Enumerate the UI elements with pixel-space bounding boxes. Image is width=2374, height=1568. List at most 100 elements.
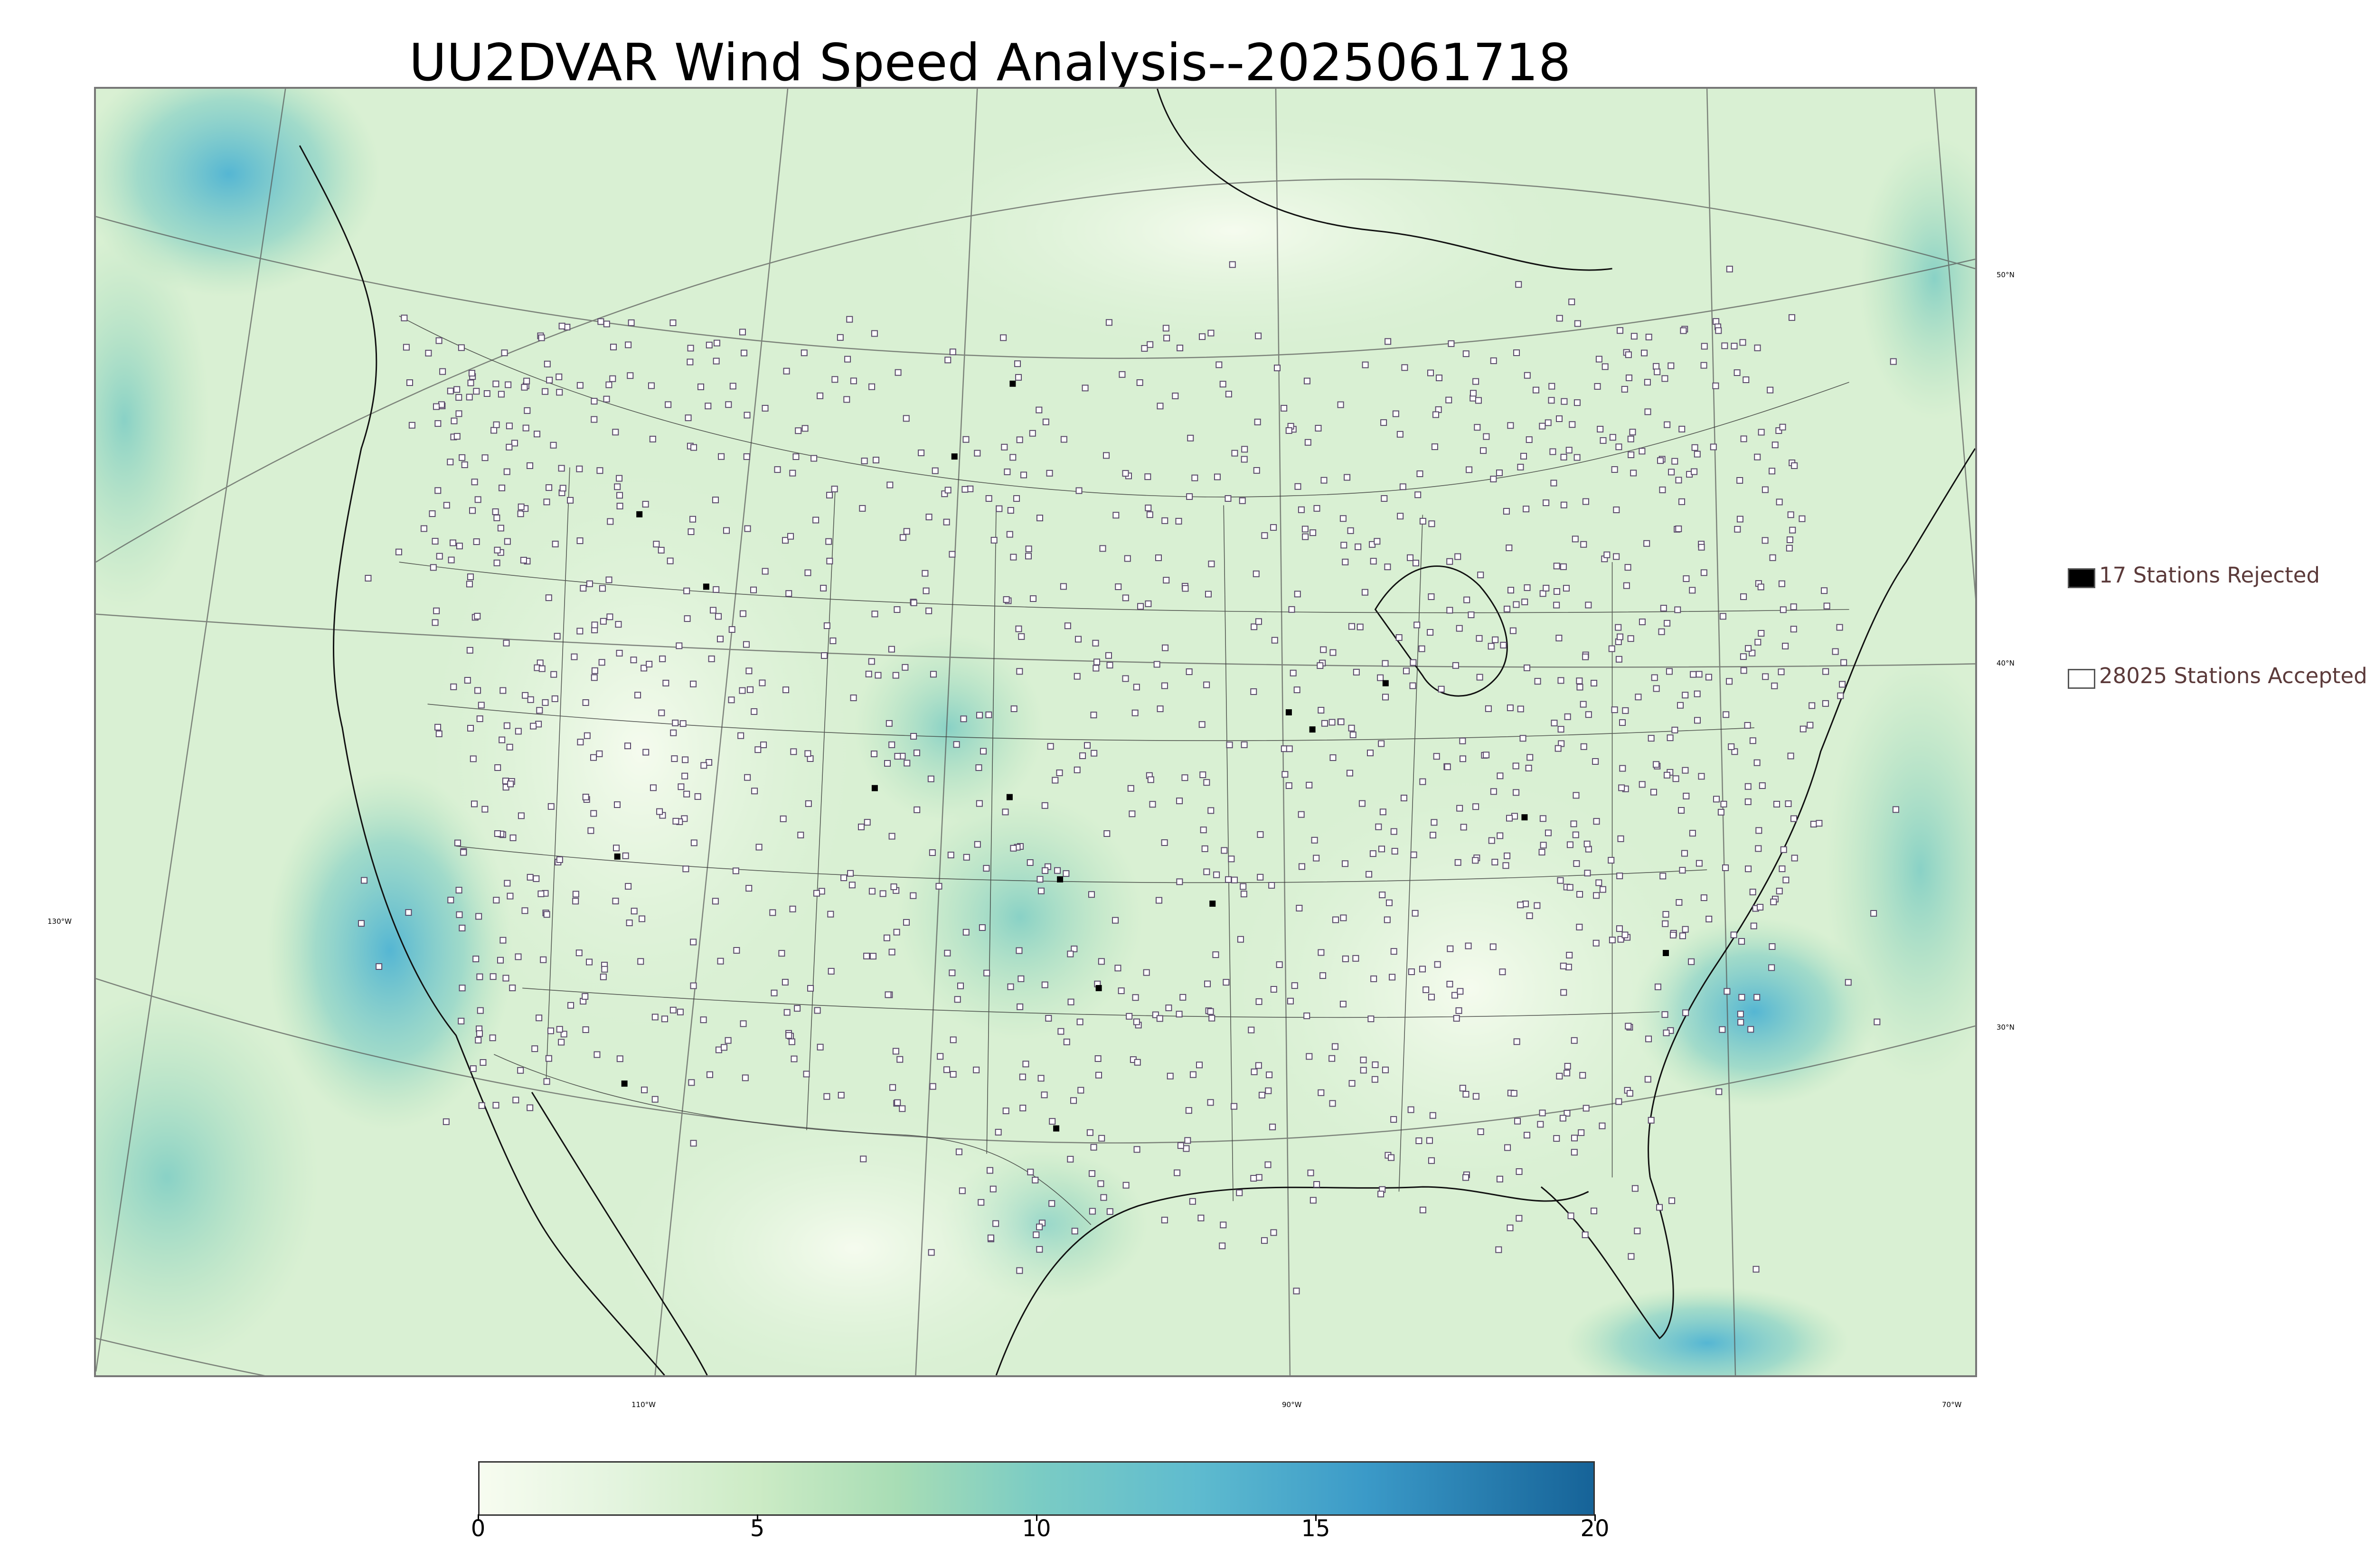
- station-marker-accepted: [973, 1066, 980, 1073]
- station-marker-accepted: [600, 973, 607, 980]
- station-marker-accepted: [1739, 339, 1746, 346]
- station-marker-accepted: [1419, 966, 1426, 973]
- station-marker-accepted: [739, 329, 746, 336]
- station-marker-accepted: [1629, 429, 1636, 436]
- station-marker-accepted: [1556, 315, 1563, 322]
- station-marker-accepted: [1370, 975, 1377, 982]
- station-marker-accepted: [522, 692, 529, 699]
- station-marker-accepted: [1419, 778, 1426, 785]
- station-marker-accepted: [721, 1044, 728, 1051]
- station-marker-accepted: [976, 800, 983, 807]
- station-marker-accepted: [949, 969, 956, 976]
- station-marker-accepted: [1240, 891, 1247, 898]
- station-marker-accepted: [616, 503, 623, 509]
- station-marker-accepted: [1740, 593, 1747, 600]
- station-marker-accepted: [1378, 740, 1385, 747]
- station-marker-accepted: [1593, 892, 1600, 899]
- station-marker-accepted: [1000, 334, 1007, 341]
- station-marker-accepted: [1566, 841, 1573, 848]
- coastlines: [299, 89, 1975, 1375]
- station-marker-accepted: [1550, 479, 1557, 487]
- station-marker-accepted: [744, 525, 751, 532]
- station-marker-accepted: [1491, 859, 1498, 865]
- colorbar-tick-label: 10: [1022, 1515, 1051, 1542]
- station-marker-accepted: [1700, 894, 1707, 901]
- station-marker-rejected: [1521, 814, 1528, 821]
- station-marker-accepted: [1630, 333, 1638, 340]
- station-marker-accepted: [1740, 653, 1747, 660]
- station-marker-accepted: [1462, 1091, 1470, 1098]
- station-marker-accepted: [961, 486, 969, 493]
- hudson-bay-coast: [1157, 89, 1612, 271]
- station-marker-accepted: [886, 481, 894, 488]
- station-marker-accepted: [1564, 713, 1571, 720]
- station-marker-accepted: [1225, 391, 1232, 398]
- station-marker-accepted: [1786, 536, 1793, 543]
- station-marker-accepted: [1285, 427, 1292, 434]
- station-marker-accepted: [825, 538, 832, 545]
- wind-speed-map[interactable]: [94, 87, 1977, 1377]
- station-marker-accepted: [817, 392, 824, 399]
- station-marker-accepted: [944, 949, 951, 957]
- station-marker-accepted: [1744, 798, 1752, 805]
- station-marker-accepted: [1617, 633, 1623, 640]
- station-marker-accepted: [1630, 469, 1637, 477]
- station-marker-accepted: [930, 671, 937, 678]
- station-marker-accepted: [625, 341, 632, 348]
- station-marker-accepted: [1001, 443, 1008, 451]
- station-marker-accepted: [685, 414, 692, 422]
- station-marker-accepted: [1678, 807, 1685, 814]
- station-marker-accepted: [712, 898, 719, 905]
- station-marker-accepted: [1281, 771, 1289, 778]
- station-marker-accepted: [1309, 529, 1317, 536]
- station-marker-accepted: [1100, 1194, 1107, 1201]
- station-marker-accepted: [1584, 870, 1591, 877]
- station-marker-accepted: [1338, 718, 1345, 725]
- station-marker-accepted: [801, 349, 808, 357]
- station-marker-accepted: [745, 885, 753, 892]
- station-marker-accepted: [831, 376, 838, 383]
- station-marker-accepted: [1270, 986, 1277, 993]
- station-marker-accepted: [1155, 554, 1162, 561]
- station-marker-accepted: [474, 496, 481, 503]
- station-marker-accepted: [591, 416, 598, 423]
- station-marker-accepted: [1472, 803, 1479, 810]
- station-marker-accepted: [1064, 622, 1071, 629]
- station-marker-accepted: [1133, 1146, 1140, 1153]
- station-marker-accepted: [1523, 506, 1530, 513]
- station-marker-accepted: [1003, 596, 1010, 603]
- station-marker-accepted: [1431, 443, 1438, 451]
- station-marker-accepted: [1384, 563, 1391, 571]
- station-marker-accepted: [932, 467, 939, 474]
- station-marker-accepted: [661, 1015, 668, 1023]
- station-marker-accepted: [560, 1031, 567, 1038]
- station-marker-accepted: [1054, 867, 1061, 874]
- colorbar-tick-label: 20: [1580, 1515, 1610, 1542]
- station-marker-accepted: [1754, 344, 1761, 351]
- station-marker-accepted: [1015, 374, 1022, 381]
- station-marker-accepted: [850, 377, 857, 385]
- station-marker-accepted: [1428, 520, 1435, 527]
- station-marker-accepted: [1236, 1189, 1243, 1196]
- station-marker-accepted: [1071, 1228, 1078, 1235]
- station-marker-accepted: [1313, 1181, 1320, 1188]
- station-marker-accepted: [534, 431, 541, 438]
- station-marker-accepted: [1521, 598, 1528, 605]
- station-marker-accepted: [1122, 675, 1129, 682]
- station-marker-accepted: [1457, 988, 1464, 995]
- station-marker-accepted: [454, 839, 461, 846]
- station-marker-accepted: [576, 382, 584, 389]
- station-marker-accepted: [1559, 1115, 1566, 1122]
- station-marker-accepted: [1329, 1100, 1336, 1107]
- station-marker-accepted: [1258, 1091, 1265, 1099]
- station-marker-accepted: [962, 929, 970, 936]
- station-marker-accepted: [1196, 1061, 1203, 1069]
- station-marker-accepted: [1428, 1157, 1435, 1164]
- station-marker-accepted: [360, 877, 367, 884]
- station-marker-accepted: [1413, 621, 1421, 629]
- station-marker-accepted: [1790, 815, 1797, 822]
- station-marker-accepted: [467, 573, 474, 581]
- station-marker-accepted: [995, 1128, 1002, 1136]
- station-marker-accepted: [949, 551, 956, 558]
- station-marker-accepted: [502, 975, 509, 982]
